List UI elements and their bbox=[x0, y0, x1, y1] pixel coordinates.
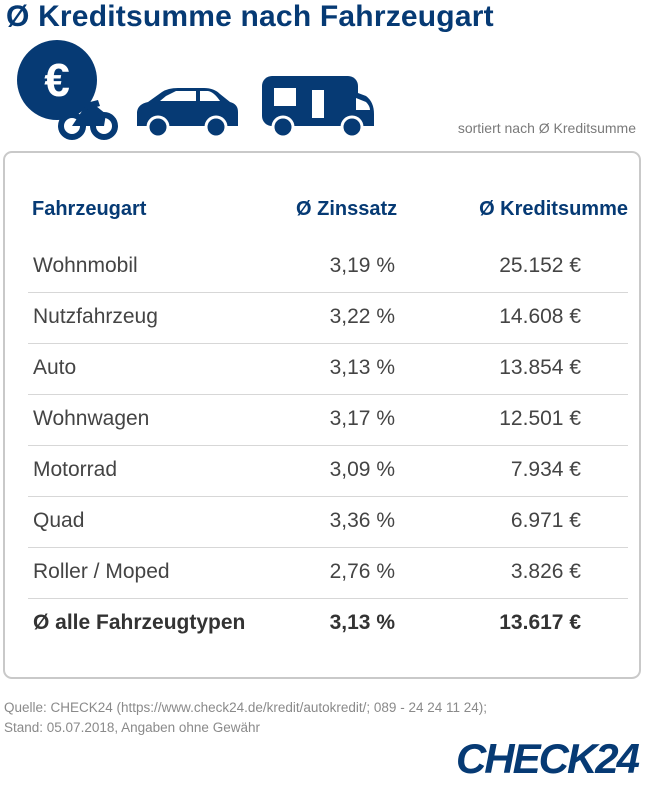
source-line: Quelle: CHECK24 (https://www.check24.de/… bbox=[4, 700, 488, 715]
table-row: Quad 3,36 % 6.971 € bbox=[28, 497, 628, 548]
table-row: Motorrad 3,09 % 7.934 € bbox=[28, 446, 628, 497]
cell-amount: 6.971 € bbox=[510, 509, 581, 532]
cell-vehicle: Auto bbox=[33, 356, 77, 379]
page-title: Ø Kreditsumme nach Fahrzeugart bbox=[6, 0, 494, 33]
table-card bbox=[3, 151, 641, 679]
column-header-amount: Ø Kreditsumme bbox=[479, 198, 628, 220]
cell-vehicle: Ø alle Fahrzeugtypen bbox=[33, 611, 246, 634]
cell-interest: 3,36 % bbox=[329, 509, 395, 532]
cell-vehicle: Motorrad bbox=[33, 458, 118, 481]
cell-interest: 3,13 % bbox=[329, 611, 395, 634]
cell-amount: 13.617 € bbox=[499, 611, 581, 634]
cell-amount: 7.934 € bbox=[510, 458, 581, 481]
table-body: Wohnmobil 3,19 % 25.152 € Nutzfahrzeug 3… bbox=[28, 242, 628, 649]
table-header: Fahrzeugart Ø Zinssatz Ø Kreditsumme bbox=[28, 198, 628, 228]
vehicle-icons: € bbox=[17, 40, 374, 140]
cell-amount: 12.501 € bbox=[499, 407, 581, 430]
table-row: Roller / Moped 2,76 % 3.826 € bbox=[28, 548, 628, 599]
cell-vehicle: Nutzfahrzeug bbox=[33, 305, 158, 328]
column-header-vehicle: Fahrzeugart bbox=[32, 198, 147, 220]
cell-amount: 3.826 € bbox=[510, 560, 581, 583]
svg-text:€: € bbox=[44, 54, 70, 106]
source-note: Quelle: CHECK24 (https://www.check24.de/… bbox=[4, 698, 487, 738]
table-row: Auto 3,13 % 13.854 € bbox=[28, 344, 628, 395]
cell-interest: 3,09 % bbox=[329, 458, 395, 481]
cell-vehicle: Quad bbox=[33, 509, 85, 532]
cell-interest: 3,13 % bbox=[329, 356, 395, 379]
car-icon bbox=[137, 88, 238, 139]
cell-amount: 25.152 € bbox=[499, 254, 581, 277]
date-line: Stand: 05.07.2018, Angaben ohne Gewähr bbox=[4, 720, 260, 735]
table-total-row: Ø alle Fahrzeugtypen 3,13 % 13.617 € bbox=[28, 599, 628, 649]
cell-vehicle: Wohnmobil bbox=[33, 254, 138, 277]
sort-note: sortiert nach Ø Kreditsumme bbox=[457, 120, 636, 136]
check24-logo: CHECK24 bbox=[455, 735, 640, 782]
cell-vehicle: Roller / Moped bbox=[33, 560, 170, 583]
table-row: Wohnmobil 3,19 % 25.152 € bbox=[28, 242, 628, 293]
cell-amount: 13.854 € bbox=[499, 356, 581, 379]
column-header-interest: Ø Zinssatz bbox=[296, 198, 398, 220]
cell-interest: 2,76 % bbox=[329, 560, 395, 583]
cell-interest: 3,22 % bbox=[329, 305, 395, 328]
table-row: Nutzfahrzeug 3,22 % 14.608 € bbox=[28, 293, 628, 344]
cell-interest: 3,19 % bbox=[329, 254, 395, 277]
camper-van-icon bbox=[262, 76, 374, 139]
table-row: Wohnwagen 3,17 % 12.501 € bbox=[28, 395, 628, 446]
cell-amount: 14.608 € bbox=[499, 305, 581, 328]
cell-interest: 3,17 % bbox=[329, 407, 395, 430]
euro-coin-icon: € bbox=[17, 40, 97, 120]
cell-vehicle: Wohnwagen bbox=[33, 407, 150, 430]
motorbike-icon bbox=[58, 100, 118, 140]
